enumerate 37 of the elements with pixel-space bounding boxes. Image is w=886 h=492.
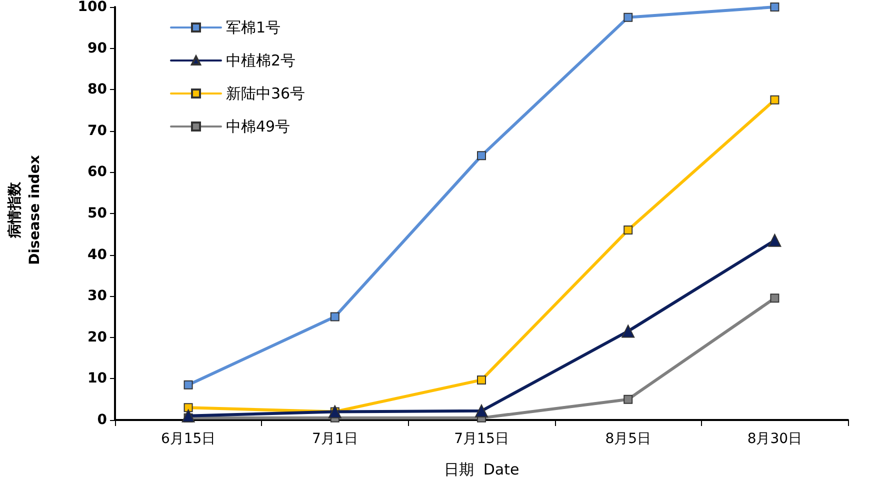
- legend-label: 新陆中36号: [226, 84, 306, 102]
- point: [184, 403, 193, 412]
- point: [330, 312, 340, 322]
- legend-label: 中植棉2号: [226, 52, 296, 70]
- x-tick-label: 6月15日: [160, 431, 216, 447]
- point: [182, 409, 195, 422]
- y-axis-title: 病情指数 Disease index: [6, 155, 43, 265]
- x-tick-label: 7月15日: [454, 431, 509, 447]
- y-tick-label: 10: [88, 370, 108, 387]
- point: [622, 324, 635, 338]
- x-tick-label: 8月30日: [747, 431, 802, 447]
- point: [624, 394, 633, 404]
- point: [184, 380, 193, 390]
- y-tick-label: 0: [97, 412, 108, 428]
- point: [477, 151, 486, 160]
- y-tick-label: 70: [88, 122, 108, 139]
- x-tick-label: 7月1日: [312, 431, 358, 447]
- point: [770, 294, 780, 303]
- y-tick-label: 100: [78, 0, 108, 15]
- y-tick-label: 40: [88, 246, 108, 263]
- y-tick-label: 80: [88, 82, 108, 98]
- point: [768, 234, 782, 247]
- y-tick-label: 60: [88, 164, 108, 180]
- legend-label: 中棉49号: [226, 118, 290, 136]
- point: [624, 12, 633, 22]
- point: [477, 375, 486, 384]
- y-tick-label: 30: [88, 288, 108, 304]
- x-axis-title: 日期 Date: [444, 460, 520, 478]
- point: [770, 95, 780, 104]
- y-tick-label: 90: [88, 40, 108, 56]
- x-tick-label: 8月5日: [605, 431, 652, 447]
- legend-label: 军棉1号: [226, 18, 281, 36]
- y-tick-label: 50: [88, 206, 108, 222]
- point: [475, 404, 488, 418]
- point: [770, 2, 780, 12]
- point: [624, 226, 633, 235]
- y-tick-label: 20: [88, 329, 108, 346]
